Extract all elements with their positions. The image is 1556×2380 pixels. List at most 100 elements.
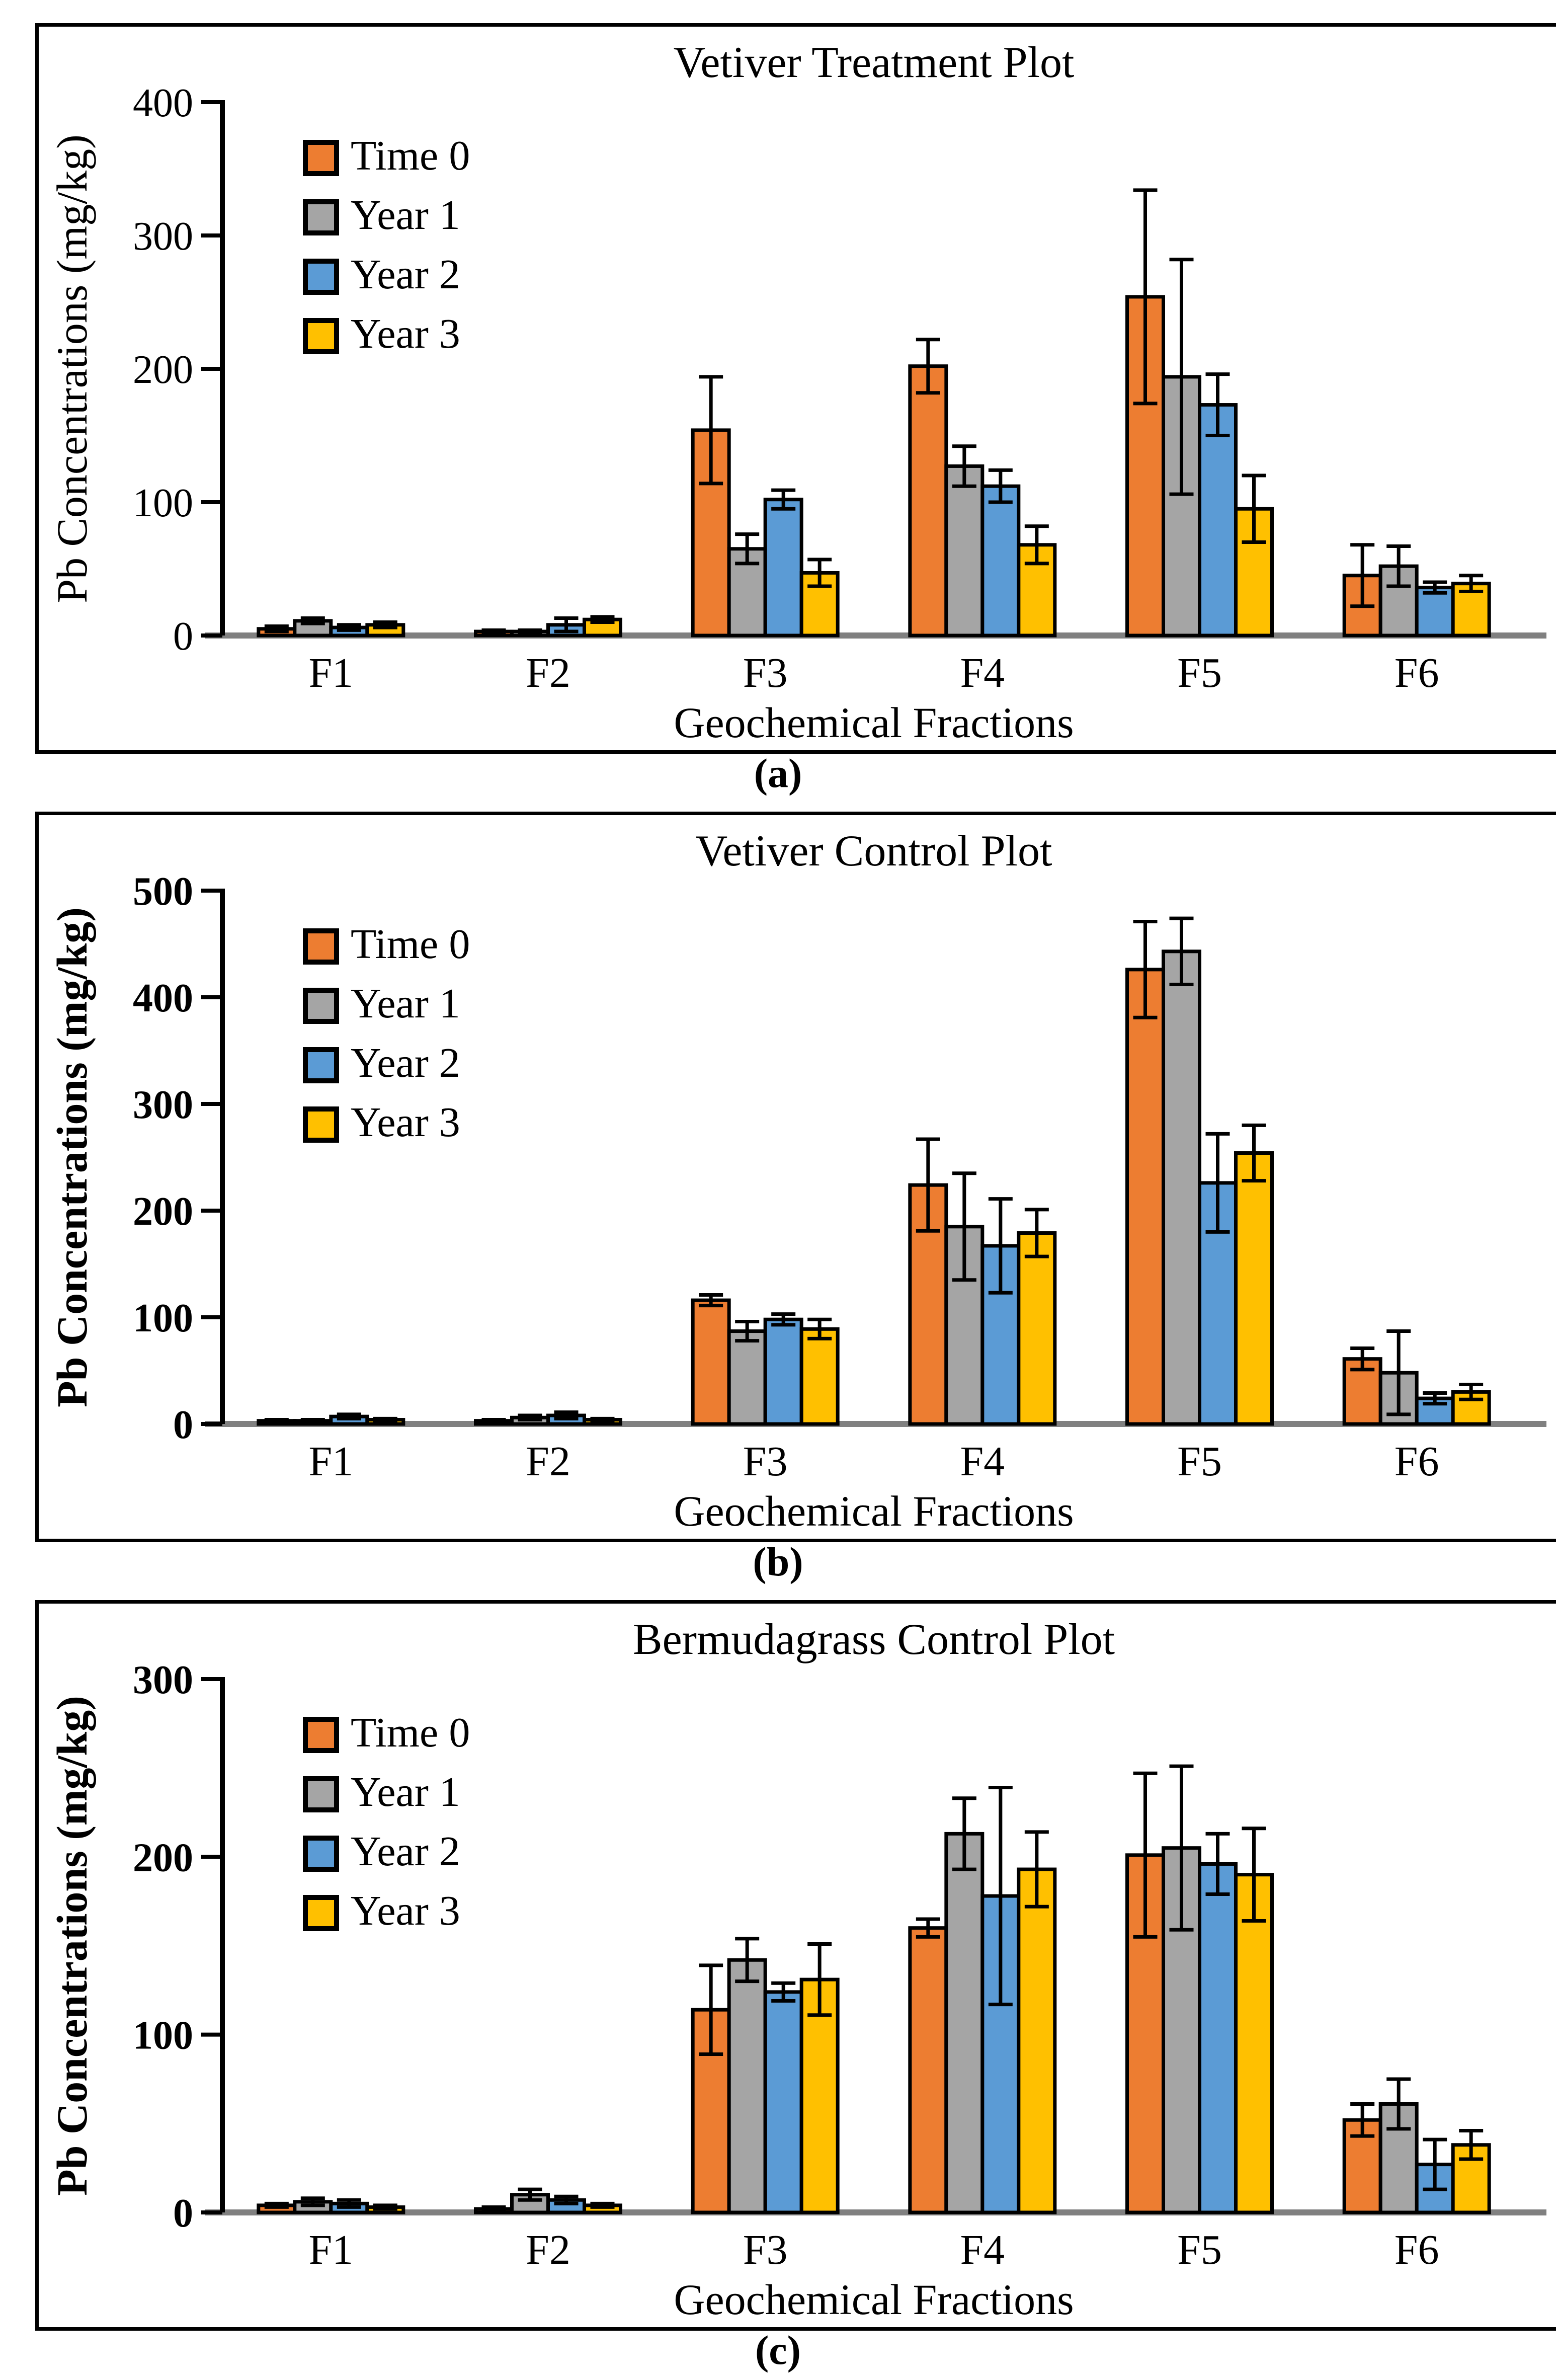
chart-svg-a: Vetiver Treatment Plot 0 100 200 300 400 Pb Co… bbox=[48, 38, 1546, 747]
legend-label: Year 1 bbox=[351, 192, 460, 239]
chart-canvas-c: Bermudagrass Control Plot 0 100 200 300 Pb Co… bbox=[39, 1604, 1556, 2327]
x-tick-label: F4 bbox=[960, 1438, 1005, 1485]
y-tick-label: 400 bbox=[133, 81, 193, 125]
legend-swatch-year-3 bbox=[303, 318, 339, 354]
bar-year-1 bbox=[727, 1958, 767, 2214]
bar-year-1 bbox=[944, 464, 985, 638]
bar-year-2 bbox=[763, 498, 803, 638]
legend-swatch-year-2 bbox=[303, 259, 339, 295]
y-tick-label: 200 bbox=[133, 1189, 193, 1234]
chart-bermudagrass-control-plot: Bermudagrass Control Plot 0 100 200 300 Pb Co… bbox=[35, 1600, 1556, 2331]
x-tick-label: F2 bbox=[526, 2227, 570, 2273]
y-tick-label: 300 bbox=[133, 214, 193, 259]
legend-label: Year 3 bbox=[351, 1099, 460, 1146]
bar-year-3 bbox=[1017, 1867, 1057, 2214]
x-tick-label: F1 bbox=[308, 650, 353, 696]
y-tick-label: 100 bbox=[133, 481, 193, 525]
legend-label: Year 2 bbox=[351, 1040, 460, 1086]
legend-label: Year 2 bbox=[351, 251, 460, 298]
bar-year-3 bbox=[1234, 1151, 1274, 1426]
x-tick-label: F3 bbox=[743, 1438, 788, 1485]
legend-swatch-year-3 bbox=[303, 1106, 339, 1143]
x-tick-label: F6 bbox=[1395, 1438, 1439, 1485]
legend-label: Year 1 bbox=[351, 1769, 460, 1815]
bar-year-2 bbox=[1198, 403, 1238, 638]
bar-year-1 bbox=[1162, 949, 1201, 1426]
y-tick-label: 100 bbox=[133, 1296, 193, 1340]
bar-year-2 bbox=[763, 1317, 803, 1426]
chart-svg-b: Vetiver Control Plot 0 100 200 300 400 500 Pb C… bbox=[48, 827, 1546, 1535]
y-axis-title: Pb Concentrations (mg/kg) bbox=[48, 907, 96, 1407]
bar-year-2 bbox=[1198, 1862, 1238, 2214]
legend-label: Year 3 bbox=[351, 310, 460, 357]
x-tick-label: F4 bbox=[960, 2227, 1005, 2273]
caption-c: (c) bbox=[755, 2327, 801, 2373]
legend-swatch-year-1 bbox=[303, 988, 339, 1024]
y-tick-label: 300 bbox=[133, 1658, 193, 1702]
x-tick-label: F1 bbox=[308, 2227, 353, 2273]
x-tick-label: F2 bbox=[526, 1438, 570, 1485]
x-tick-label: F5 bbox=[1177, 1438, 1222, 1485]
y-axis-title: Pb Concentrations (mg/kg) bbox=[48, 1696, 96, 2196]
x-tick-label: F5 bbox=[1177, 2227, 1222, 2273]
chart-title: Vetiver Treatment Plot bbox=[674, 38, 1075, 87]
legend-label: Time 0 bbox=[351, 921, 470, 968]
legend-swatch-year-1 bbox=[303, 1776, 339, 1812]
legend-label: Year 1 bbox=[351, 980, 460, 1027]
y-tick-label: 100 bbox=[133, 2014, 193, 2058]
chart-title: Vetiver Control Plot bbox=[696, 827, 1052, 876]
bar-time-0 bbox=[908, 1926, 948, 2214]
bar-year-1 bbox=[727, 1329, 767, 1426]
bar-year-3 bbox=[1234, 1873, 1274, 2214]
legend-swatch-year-2 bbox=[303, 1047, 339, 1083]
chart-canvas-a: Vetiver Treatment Plot 0 100 200 300 400 Pb Co… bbox=[39, 27, 1556, 750]
bar-time-0 bbox=[1125, 968, 1165, 1426]
x-tick-label: F6 bbox=[1395, 650, 1439, 696]
x-axis-title: Geochemical Fractions bbox=[674, 698, 1074, 747]
x-axis-title: Geochemical Fractions bbox=[674, 2275, 1074, 2324]
legend-swatch-year-1 bbox=[303, 199, 339, 235]
legend-swatch-time-0 bbox=[303, 928, 339, 965]
bar-year-3 bbox=[799, 1327, 840, 1426]
bar-year-2 bbox=[763, 1990, 803, 2214]
caption-a: (a) bbox=[754, 750, 802, 796]
y-tick-label: 200 bbox=[133, 348, 193, 392]
x-tick-label: F6 bbox=[1395, 2227, 1439, 2273]
y-tick-label: 0 bbox=[173, 614, 193, 659]
bar-year-2 bbox=[980, 1894, 1021, 2214]
y-tick-label: 200 bbox=[133, 1836, 193, 1880]
x-tick-label: F1 bbox=[308, 1438, 353, 1485]
y-axis-title: Pb Concentrations (mg/kg) bbox=[48, 134, 96, 603]
legend-swatch-year-3 bbox=[303, 1895, 339, 1931]
y-tick-label: 400 bbox=[133, 976, 193, 1020]
y-tick-label: 500 bbox=[133, 869, 193, 914]
chart-canvas-b: Vetiver Control Plot 0 100 200 300 400 500 Pb C… bbox=[39, 815, 1556, 1539]
x-axis-title: Geochemical Fractions bbox=[674, 1487, 1074, 1535]
bar-year-2 bbox=[980, 484, 1021, 638]
chart-svg-c: Bermudagrass Control Plot 0 100 200 300 Pb Co… bbox=[48, 1615, 1546, 2324]
bar-year-1 bbox=[944, 1832, 985, 2214]
x-tick-label: F4 bbox=[960, 650, 1005, 696]
y-tick-label: 300 bbox=[133, 1083, 193, 1127]
legend-label: Time 0 bbox=[351, 132, 470, 179]
chart-vetiver-treatment-plot: Vetiver Treatment Plot 0 100 200 300 400 Pb Co… bbox=[35, 23, 1556, 754]
caption-b: (b) bbox=[753, 1539, 803, 1584]
bar-year-3 bbox=[1017, 1231, 1057, 1426]
bar-time-0 bbox=[908, 364, 948, 638]
bar-time-0 bbox=[691, 1298, 731, 1426]
legend-label: Year 3 bbox=[351, 1887, 460, 1934]
bar-year-3 bbox=[799, 1977, 840, 2214]
legend-swatch-time-0 bbox=[303, 1717, 339, 1753]
legend-swatch-time-0 bbox=[303, 140, 339, 176]
legend-label: Time 0 bbox=[351, 1709, 470, 1756]
chart-title: Bermudagrass Control Plot bbox=[633, 1615, 1115, 1664]
x-tick-label: F2 bbox=[526, 650, 570, 696]
legend-label: Year 2 bbox=[351, 1828, 460, 1875]
y-tick-label: 0 bbox=[173, 2191, 193, 2236]
chart-vetiver-control-plot: Vetiver Control Plot 0 100 200 300 400 500 Pb C… bbox=[35, 812, 1556, 1542]
x-tick-label: F3 bbox=[743, 2227, 788, 2273]
x-tick-label: F3 bbox=[743, 650, 788, 696]
bar-year-1 bbox=[944, 1225, 985, 1426]
y-tick-label: 0 bbox=[173, 1403, 193, 1447]
